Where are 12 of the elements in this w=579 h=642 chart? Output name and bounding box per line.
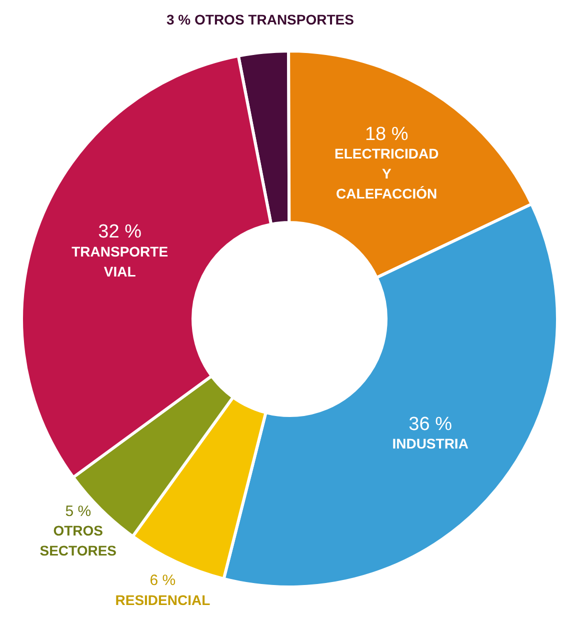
data-label: 5 % (65, 503, 92, 520)
data-label: 36 % (408, 414, 452, 435)
data-label: 32 % (98, 222, 142, 243)
slice-label: OTROS SECTORES (40, 522, 116, 559)
data-label: 6 % (150, 572, 176, 590)
slice-label: ELECTRICIDAD Y CALEFACCIÓN (334, 146, 439, 202)
slice-label: INDUSTRIA (392, 436, 468, 452)
slice-label: OTROS TRANSPORTES (194, 11, 354, 28)
data-label: 3 % (166, 11, 192, 28)
slice-label: RESIDENCIAL (115, 592, 211, 608)
slice-label: TRANSPORTE VIAL (72, 243, 168, 280)
data-label: 18 % (364, 124, 408, 146)
